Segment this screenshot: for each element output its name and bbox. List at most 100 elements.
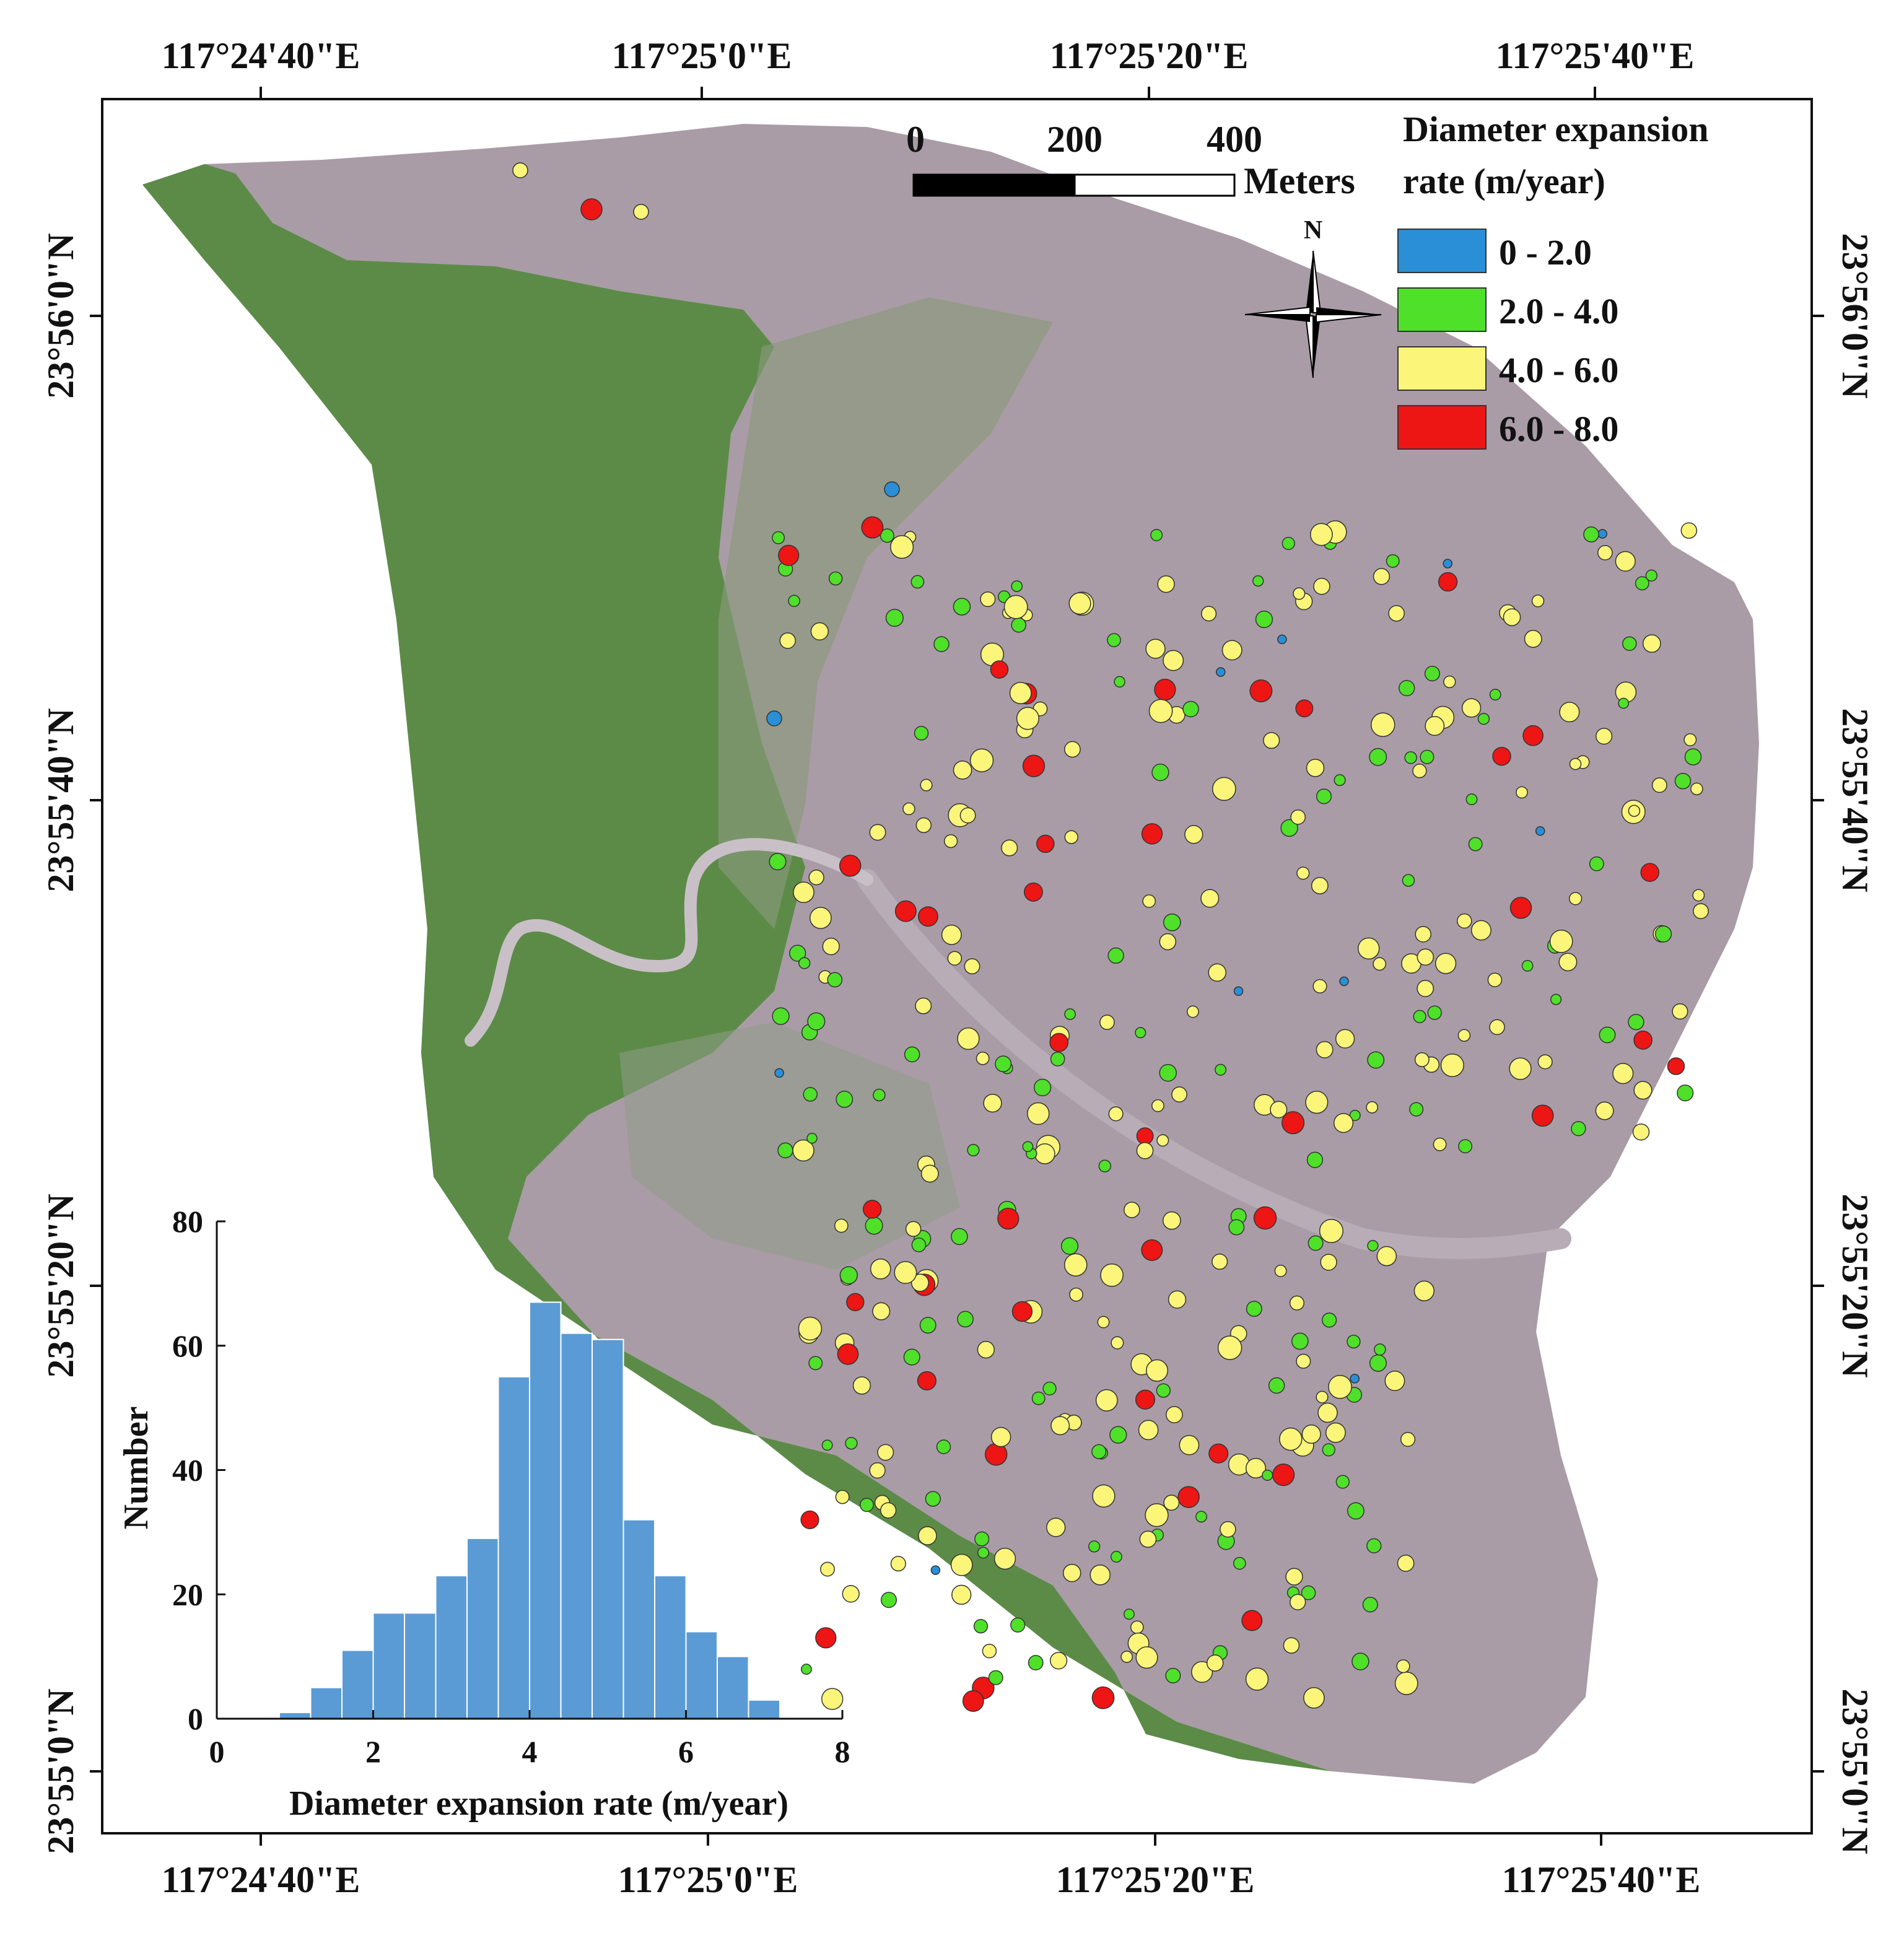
histogram-bar [497, 1376, 530, 1719]
expansion-patch [1373, 568, 1391, 585]
expansion-patch [1693, 903, 1709, 919]
expansion-patch [1402, 874, 1415, 887]
histogram-y-tick-label: 40 [172, 1453, 203, 1488]
expansion-patch [1124, 1202, 1140, 1218]
scale-bar: 0 200 400 Meters [906, 119, 1355, 201]
expansion-patch [1064, 741, 1081, 758]
expansion-patch [1357, 937, 1380, 960]
expansion-patch [1050, 1416, 1070, 1436]
expansion-patch [1677, 1084, 1694, 1102]
legend-title-line1: Diameter expansion [1403, 109, 1709, 149]
expansion-patch [1522, 725, 1544, 746]
expansion-patch [967, 1143, 980, 1157]
expansion-patch [1036, 834, 1055, 853]
expansion-patch [1320, 1254, 1337, 1271]
expansion-patch [880, 528, 894, 543]
expansion-patch [798, 1316, 823, 1341]
expansion-patch [1503, 608, 1521, 626]
expansion-patch [905, 1221, 922, 1237]
expansion-patch [1477, 712, 1490, 725]
expansion-patch [1208, 963, 1226, 982]
expansion-patch [846, 1293, 865, 1312]
expansion-patch [1201, 606, 1217, 622]
expansion-patch [865, 1216, 883, 1235]
expansion-patch [1135, 1027, 1146, 1039]
top-lon-label: 117°25'40"E [1496, 35, 1695, 76]
expansion-patch [902, 802, 915, 816]
expansion-patch [1252, 575, 1264, 587]
expansion-patch [1145, 1503, 1169, 1527]
expansion-patch [1470, 920, 1491, 941]
expansion-patch [1163, 650, 1184, 671]
expansion-patch [1487, 972, 1503, 987]
scale-label-200: 200 [1047, 119, 1103, 160]
expansion-patch [1369, 748, 1387, 766]
expansion-patch [911, 575, 925, 589]
expansion-patch [1367, 1240, 1379, 1252]
histogram-x-tick-label: 2 [365, 1734, 381, 1769]
histogram-y-tick-label: 0 [188, 1701, 203, 1736]
expansion-patch [1168, 1290, 1187, 1309]
expansion-patch [1003, 595, 1028, 619]
expansion-patch [774, 1068, 784, 1078]
histogram-x-tick-label: 0 [209, 1734, 225, 1769]
expansion-patch [803, 1087, 818, 1102]
expansion-patch [1312, 979, 1327, 993]
expansion-patch [1692, 889, 1705, 902]
histogram-bar [466, 1537, 499, 1719]
expansion-patch [1249, 679, 1273, 702]
expansion-patch [1009, 682, 1032, 704]
expansion-patch [1107, 633, 1121, 647]
top-lon-label: 117°25'20"E [1050, 35, 1249, 76]
expansion-patch [1290, 809, 1306, 825]
expansion-patch [1166, 1406, 1183, 1423]
expansion-patch [1317, 1402, 1338, 1423]
expansion-patch [953, 598, 971, 616]
expansion-patch [1316, 1390, 1329, 1403]
expansion-patch [1042, 1381, 1057, 1396]
bottom-longitude-ticks: 117°24'40"E 117°25'0"E 117°25'20"E 117°2… [162, 1833, 1700, 1900]
expansion-patch [828, 571, 843, 586]
expansion-patch [1179, 1434, 1200, 1455]
expansion-patch [1069, 1287, 1083, 1302]
expansion-patch [993, 1548, 1016, 1570]
expansion-patch [941, 924, 962, 945]
expansion-patch [1640, 863, 1659, 882]
expansion-patch [890, 535, 914, 559]
expansion-patch [1328, 1374, 1352, 1399]
expansion-patch [852, 1376, 871, 1395]
expansion-patch [1050, 1052, 1065, 1067]
expansion-patch [984, 1442, 1008, 1466]
expansion-patch [1141, 1239, 1163, 1261]
expansion-patch [827, 972, 843, 988]
expansion-patch [1628, 1013, 1644, 1031]
histogram-bar [685, 1631, 718, 1719]
expansion-patch [1156, 1134, 1169, 1147]
expansion-patch [1367, 1051, 1385, 1069]
expansion-patch [807, 1012, 826, 1031]
left-lat-label: 23°55'20"N [40, 1193, 81, 1377]
expansion-patch [1165, 1667, 1181, 1683]
expansion-patch [1062, 1563, 1081, 1582]
expansion-patch [1674, 772, 1692, 790]
expansion-patch [1049, 1032, 1069, 1052]
expansion-patch [1245, 1457, 1267, 1479]
bottom-lon-label: 117°25'0"E [618, 1859, 798, 1900]
expansion-patch [1270, 1101, 1288, 1119]
histogram-bar [404, 1612, 437, 1719]
histogram-bar [654, 1575, 687, 1720]
expansion-patch [1438, 572, 1458, 592]
expansion-patch [1374, 1343, 1386, 1356]
expansion-patch [1417, 980, 1435, 997]
left-lat-label: 23°56'0"N [40, 233, 81, 398]
expansion-patch [1311, 877, 1329, 894]
expansion-patch [1349, 1109, 1361, 1121]
expansion-patch [1046, 1517, 1066, 1537]
expansion-patch [951, 1584, 972, 1605]
expansion-patch [982, 1643, 997, 1659]
expansion-patch [894, 900, 917, 922]
expansion-patch [839, 1266, 858, 1285]
expansion-patch [925, 1491, 941, 1507]
expansion-patch [877, 1444, 894, 1461]
